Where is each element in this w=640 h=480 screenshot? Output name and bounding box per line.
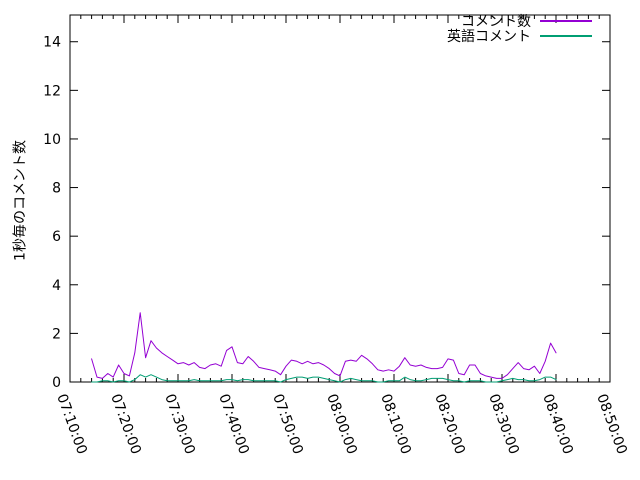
x-tick-label: 08:20:00 bbox=[431, 392, 468, 457]
legend-label-english-comments: 英語コメント bbox=[447, 28, 531, 45]
x-tick-label: 07:50:00 bbox=[269, 392, 306, 457]
x-tick-label: 08:40:00 bbox=[539, 392, 576, 457]
x-tick-label: 07:10:00 bbox=[53, 392, 90, 457]
y-tick-label: 2 bbox=[52, 326, 61, 342]
y-tick-label: 12 bbox=[43, 83, 61, 99]
legend-line-sample-purple bbox=[540, 19, 592, 22]
plot-border bbox=[69, 14, 611, 383]
series-line-1 bbox=[91, 374, 557, 383]
y-tick-label: 8 bbox=[52, 181, 61, 197]
x-tick-label: 07:40:00 bbox=[215, 392, 252, 457]
y-tick-label: 10 bbox=[43, 132, 61, 148]
y-tick-label: 6 bbox=[52, 229, 61, 245]
legend-line-sample-green bbox=[540, 34, 592, 37]
series-line-0 bbox=[91, 312, 557, 379]
x-tick-label: 07:20:00 bbox=[107, 392, 144, 457]
y-tick-label: 4 bbox=[52, 278, 61, 294]
x-tick-label: 08:30:00 bbox=[485, 392, 522, 457]
legend: コメント数 英語コメント bbox=[447, 13, 592, 45]
legend-item-comment-count: コメント数 bbox=[447, 13, 592, 30]
x-tick-label: 07:30:00 bbox=[161, 392, 198, 457]
x-tick-label: 08:10:00 bbox=[377, 392, 414, 457]
legend-item-english-comments: 英語コメント bbox=[447, 28, 592, 45]
x-tick-label: 08:50:00 bbox=[593, 392, 630, 457]
y-tick-label: 0 bbox=[52, 375, 61, 391]
legend-label-comment-count: コメント数 bbox=[461, 13, 531, 30]
x-tick-label: 08:00:00 bbox=[323, 392, 360, 457]
y-tick-label: 14 bbox=[43, 35, 61, 51]
y-axis-label: 1秒毎のコメント数 bbox=[12, 140, 29, 261]
